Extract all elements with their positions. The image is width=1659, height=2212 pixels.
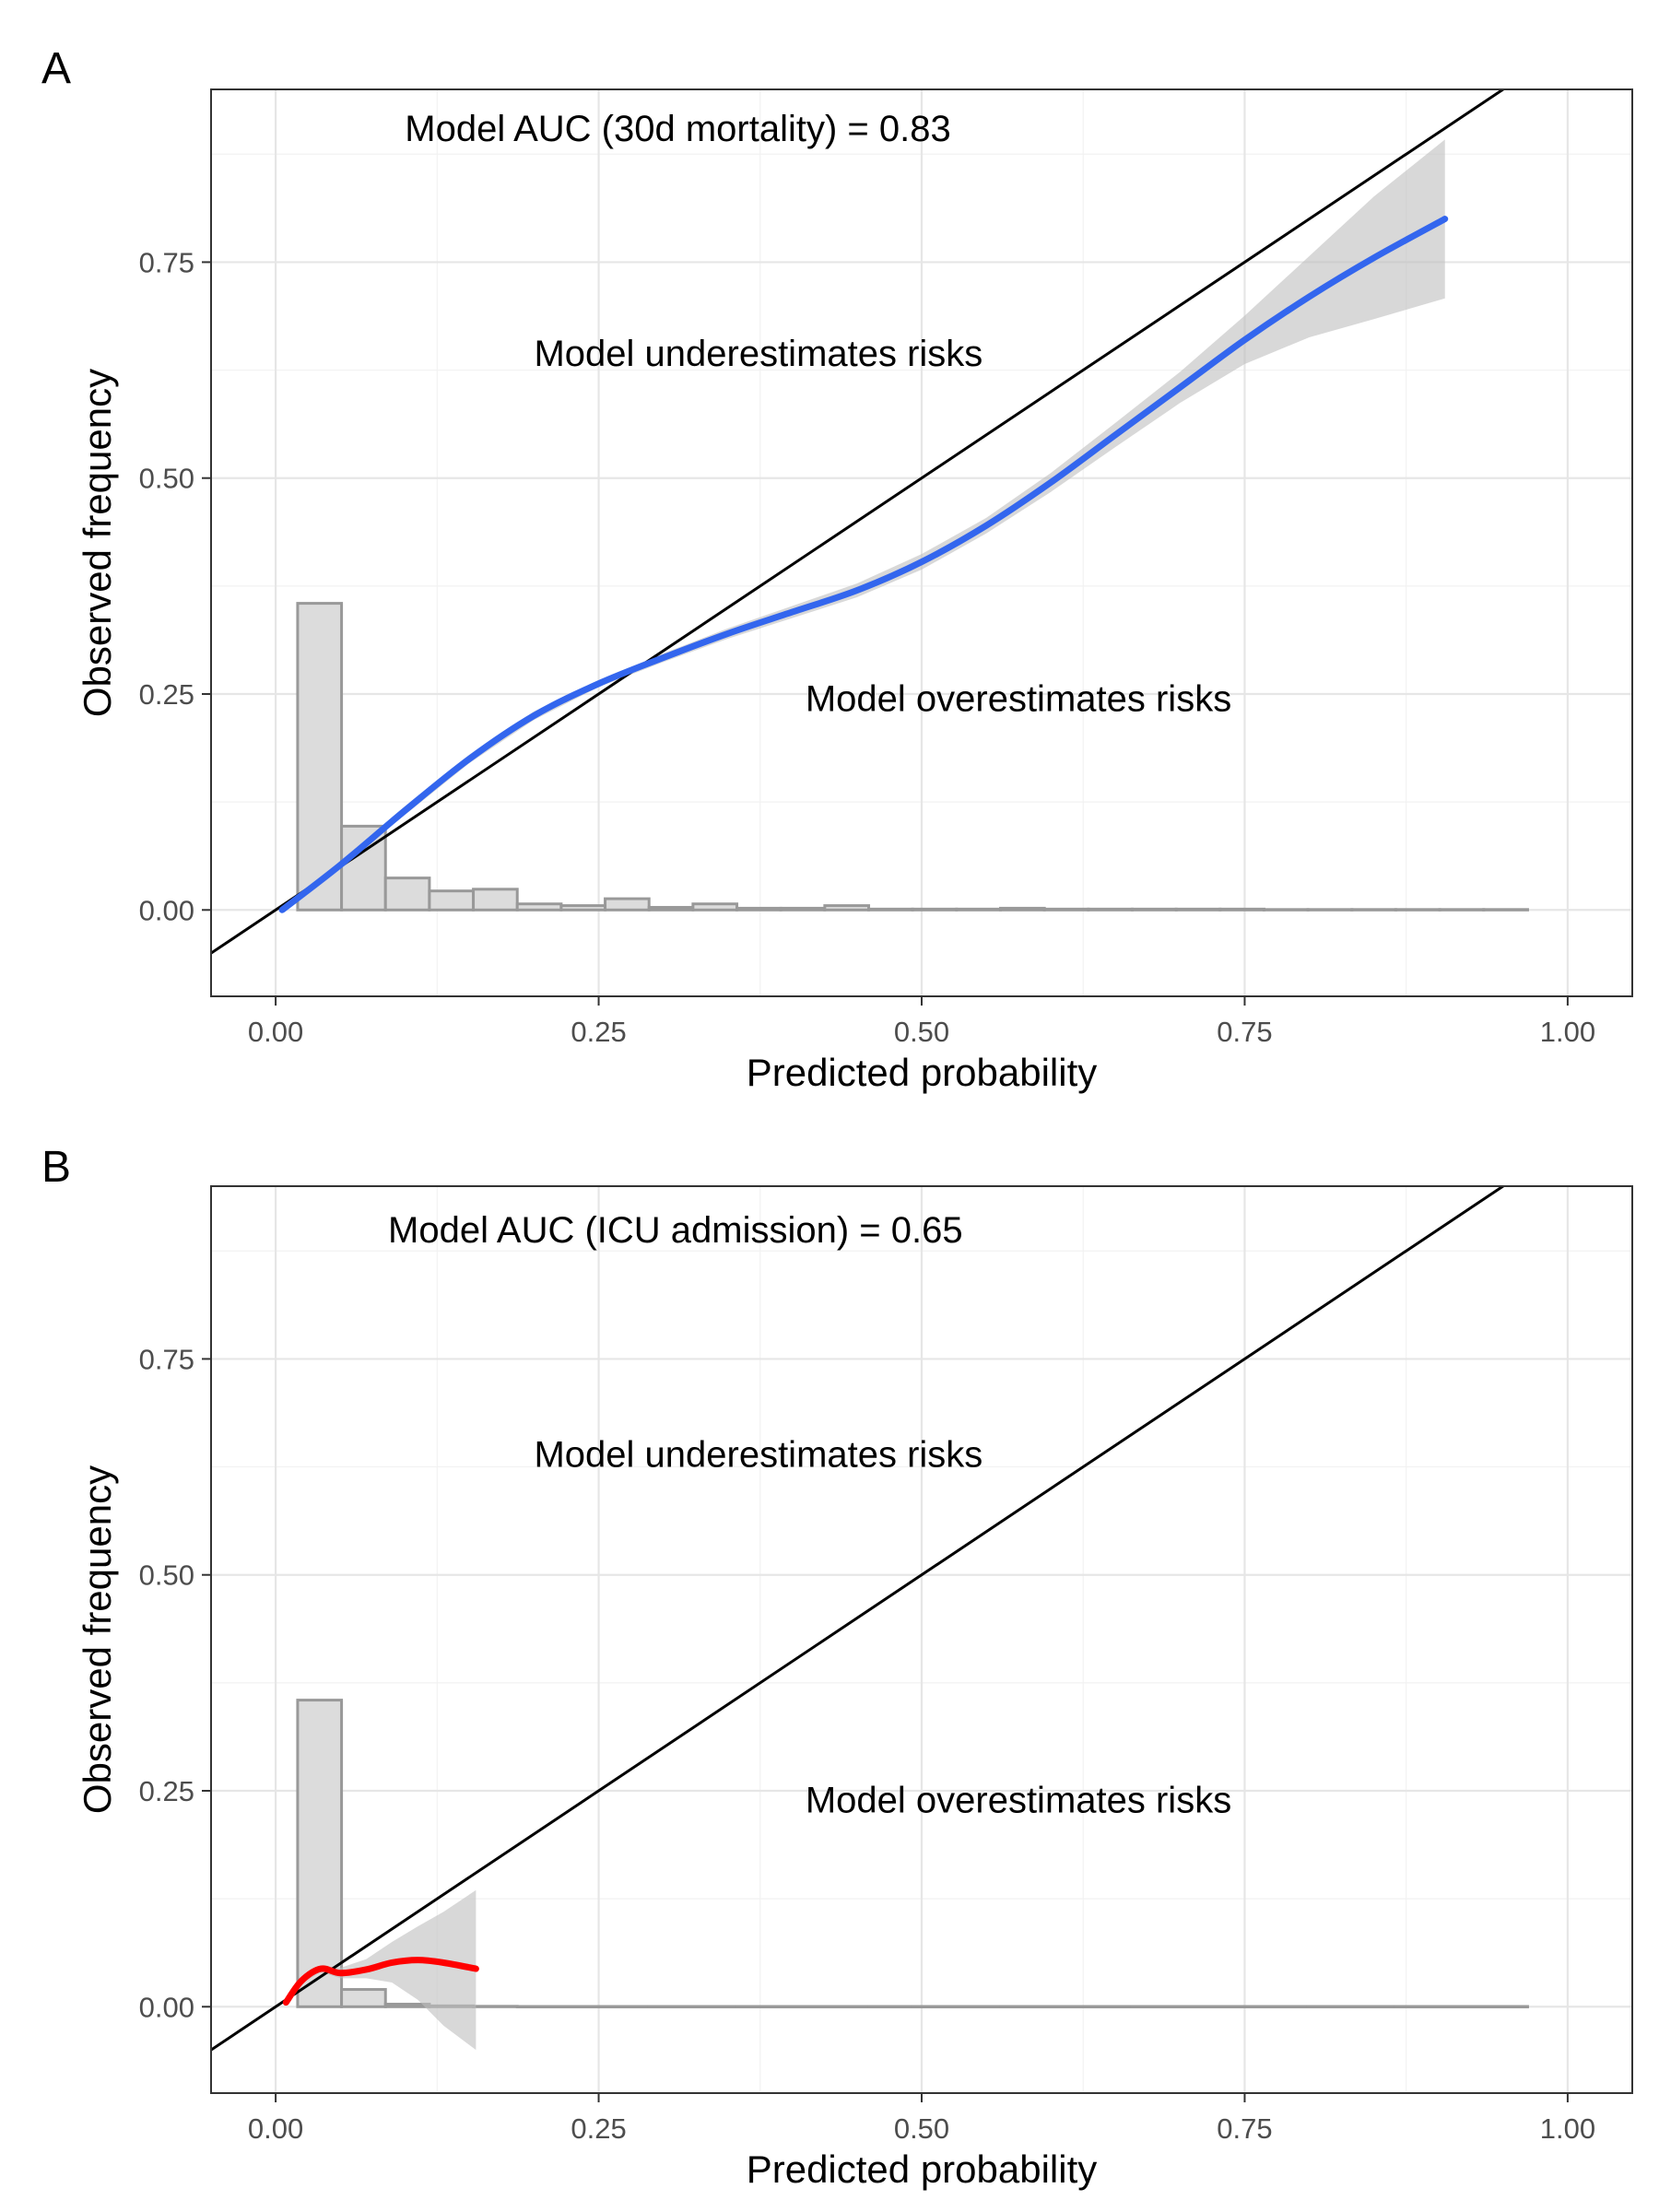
y-axis-title: Observed frequency (76, 1465, 119, 1814)
histogram-bar (691, 902, 739, 912)
confidence-band (286, 1889, 477, 2051)
histogram-bar (472, 2005, 519, 2008)
histogram-bar (1174, 2005, 1222, 2009)
plot-area (211, 89, 1529, 955)
calibration-curve (278, 216, 1449, 913)
plot-area (211, 1186, 1529, 2052)
histogram-bar (911, 2005, 959, 2009)
histogram-bar (340, 824, 387, 912)
histogram-bar (1306, 908, 1354, 912)
histogram-bar (1438, 2005, 1486, 2009)
histogram-bar (1262, 908, 1310, 912)
histogram-bar (472, 888, 519, 912)
histogram-bar (779, 2005, 827, 2009)
x-axis-title: Predicted probability (747, 1051, 1098, 1094)
histogram-bar (735, 906, 782, 912)
histogram-bar (1087, 2005, 1134, 2009)
histogram-bar (296, 1699, 344, 2008)
x-tick-label: 0.25 (571, 1016, 626, 1048)
annotation-text: Model AUC (30d mortality) = 0.83 (405, 109, 950, 149)
histogram-bar (515, 2005, 563, 2009)
histogram-bar (911, 907, 959, 912)
histogram-bar (1438, 908, 1486, 912)
histogram-bar (867, 907, 914, 912)
histogram-bar (647, 905, 695, 912)
histogram-bar (383, 877, 431, 912)
confidence-band (282, 139, 1445, 911)
y-tick-label: 0.00 (139, 1991, 194, 2023)
x-tick-label: 1.00 (1540, 2112, 1595, 2145)
histogram-bar (604, 2005, 651, 2009)
x-tick-label: 0.25 (571, 2112, 626, 2145)
x-tick-label: 0.50 (894, 1016, 949, 1048)
x-tick-label: 0.50 (894, 2112, 949, 2145)
histogram-bar (823, 2005, 871, 2009)
histogram-bar (1042, 907, 1090, 912)
y-tick-label: 0.75 (139, 1343, 194, 1375)
histogram-bar (1482, 908, 1529, 912)
panel-letter: A (41, 44, 71, 93)
x-tick-label: 0.75 (1217, 1016, 1272, 1048)
histogram-bar (823, 904, 871, 912)
y-tick-label: 0.50 (139, 463, 194, 495)
histogram-bar (867, 2005, 914, 2009)
histogram-bar (296, 602, 344, 912)
histogram-bar (691, 2005, 739, 2009)
y-tick-label: 0.25 (139, 1775, 194, 1807)
histogram-bar (1306, 2005, 1354, 2009)
reference-diagonal-line (211, 1186, 1506, 2052)
annotation-text: Model overestimates risks (806, 1780, 1231, 1820)
histogram-bar (1130, 2005, 1178, 2009)
y-tick-label: 0.50 (139, 1559, 194, 1592)
histogram-bar (955, 2005, 1003, 2009)
x-tick-label: 0.75 (1217, 2112, 1272, 2145)
histogram-bar (1042, 2005, 1090, 2009)
histogram-bar (647, 2005, 695, 2009)
histogram-bar (1218, 2005, 1265, 2009)
panel-letter: B (41, 1143, 71, 1192)
reference-diagonal-line (211, 89, 1506, 955)
histogram-bar (559, 2005, 607, 2009)
histogram-bar (1394, 908, 1441, 912)
panel-b: B Model AUC (ICU admission) = 0.65 Model u… (41, 1143, 1633, 2191)
histogram-bar (1087, 907, 1134, 912)
histogram-bar (1394, 2005, 1441, 2009)
x-tick-label: 0.00 (248, 1016, 303, 1048)
x-axis-title: Predicted probability (747, 2147, 1098, 2191)
histogram-bar (340, 1988, 387, 2008)
histogram-bar (1218, 907, 1265, 912)
annotation-text: Model underestimates risks (534, 1435, 982, 1476)
histogram-bar (1350, 2005, 1397, 2009)
histogram-bar (604, 897, 651, 912)
histogram-bar (428, 889, 476, 912)
y-tick-label: 0.25 (139, 678, 194, 711)
annotation-text: Model AUC (ICU admission) = 0.65 (388, 1210, 963, 1251)
histogram-bar (1262, 2005, 1310, 2009)
panel-a: A Model AUC (30d mortality) = 0.83 Model u… (41, 44, 1633, 1094)
histogram-bar (1174, 907, 1222, 912)
x-tick-label: 0.00 (248, 2112, 303, 2145)
annotation-text: Model underestimates risks (534, 334, 982, 374)
annotation-text: Model overestimates risks (806, 679, 1231, 720)
histogram-bar (559, 904, 607, 912)
histogram-bar (515, 902, 563, 912)
histogram-bar (1130, 907, 1178, 912)
histogram-bar (955, 907, 1003, 912)
histogram-bar (1482, 2005, 1529, 2009)
y-tick-label: 0.75 (139, 246, 194, 278)
histogram-bar (999, 906, 1046, 912)
histogram-bar (1350, 908, 1397, 912)
x-tick-label: 1.00 (1540, 1016, 1595, 1048)
histogram-bar (999, 2005, 1046, 2009)
y-tick-label: 0.00 (139, 894, 194, 926)
calibration-curve (282, 1957, 479, 2006)
histogram-bar (779, 906, 827, 912)
histogram-bar (735, 2005, 782, 2009)
y-axis-title: Observed frequency (76, 369, 119, 717)
